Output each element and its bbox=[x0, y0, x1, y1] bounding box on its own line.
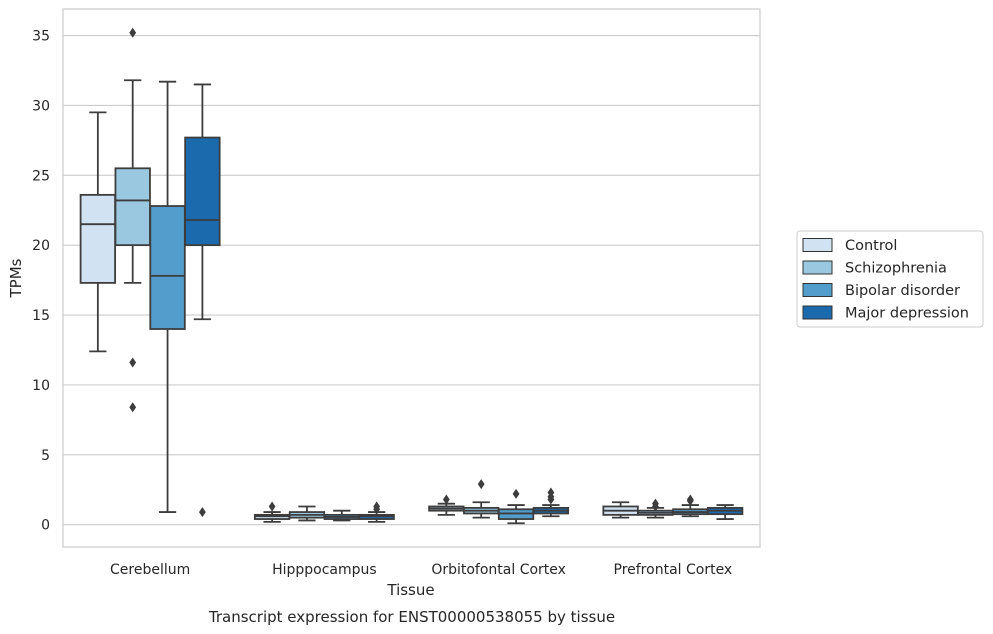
legend-swatch bbox=[802, 238, 833, 252]
legend-label: Control bbox=[845, 238, 897, 254]
legend-item: Schizophrenia bbox=[802, 260, 947, 277]
x-tick-label: Hipppocampus bbox=[272, 562, 377, 578]
outlier-point bbox=[547, 487, 555, 498]
x-axis-label: Tissue bbox=[386, 581, 434, 599]
outlier-point bbox=[477, 479, 485, 490]
outlier-point bbox=[652, 501, 659, 512]
y-tick-label: 25 bbox=[32, 168, 50, 184]
plot-frame bbox=[62, 8, 761, 548]
x-tick-label: Orbitofontal Cortex bbox=[431, 562, 566, 578]
box-bipolar-disorder bbox=[149, 80, 186, 513]
box-schizophrenia bbox=[637, 498, 674, 519]
legend-item: Major depression bbox=[802, 305, 969, 322]
outlier-point bbox=[199, 507, 206, 518]
box-iqr bbox=[79, 193, 117, 284]
legend-item: Control bbox=[802, 238, 897, 254]
y-axis-label: TPMs bbox=[7, 258, 25, 298]
legend-item: Bipolar disorder bbox=[802, 283, 960, 299]
outlier-point bbox=[512, 488, 520, 499]
box-bipolar-disorder bbox=[672, 494, 709, 518]
box-major-depression bbox=[184, 83, 221, 518]
x-tick-label: Cerebellum bbox=[110, 562, 190, 578]
y-tick-label: 10 bbox=[32, 378, 50, 394]
box-iqr bbox=[114, 167, 151, 247]
legend-swatch bbox=[802, 305, 833, 320]
box-control bbox=[79, 111, 117, 353]
outlier-point bbox=[373, 504, 381, 515]
outlier-point bbox=[129, 27, 137, 38]
outlier-point bbox=[129, 357, 137, 368]
legend-label: Major depression bbox=[845, 306, 969, 322]
y-tick-labels: 0 5 10 15 20 25 30 35 bbox=[32, 29, 50, 534]
box-major-depression bbox=[358, 501, 395, 523]
outlier-point bbox=[129, 402, 137, 413]
x-tick-labels: Cerebellum Hipppocampus Orbitofontal Corte… bbox=[110, 562, 732, 578]
y-tick-label: 20 bbox=[32, 238, 50, 254]
box-control bbox=[428, 494, 465, 516]
legend: Control Schizophrenia Bipolar disorder Majo… bbox=[796, 230, 984, 328]
box-iqr bbox=[184, 136, 221, 247]
chart-caption: Transcript expression for ENST0000053805… bbox=[208, 608, 615, 626]
y-tick-label: 15 bbox=[32, 308, 50, 324]
y-tick-label: 5 bbox=[41, 448, 50, 464]
legend-label: Bipolar disorder bbox=[845, 283, 960, 299]
outlier-point bbox=[268, 501, 276, 512]
y-tick-label: 0 bbox=[41, 518, 50, 534]
legend-frame bbox=[796, 230, 984, 328]
y-tick-label: 35 bbox=[32, 29, 50, 45]
box-schizophrenia bbox=[114, 27, 151, 413]
x-tick-label: Prefrontal Cortex bbox=[614, 562, 733, 578]
y-tick-label: 30 bbox=[32, 98, 50, 114]
box-major-depression bbox=[706, 504, 744, 520]
legend-swatch bbox=[802, 283, 833, 297]
legend-swatch bbox=[802, 260, 833, 275]
box-iqr bbox=[149, 205, 186, 330]
box-major-depression bbox=[532, 487, 570, 518]
box-control bbox=[253, 501, 291, 523]
outlier-point bbox=[442, 494, 450, 505]
legend-label: Schizophrenia bbox=[845, 261, 947, 277]
box-series bbox=[79, 27, 744, 525]
outlier-point bbox=[686, 494, 694, 505]
